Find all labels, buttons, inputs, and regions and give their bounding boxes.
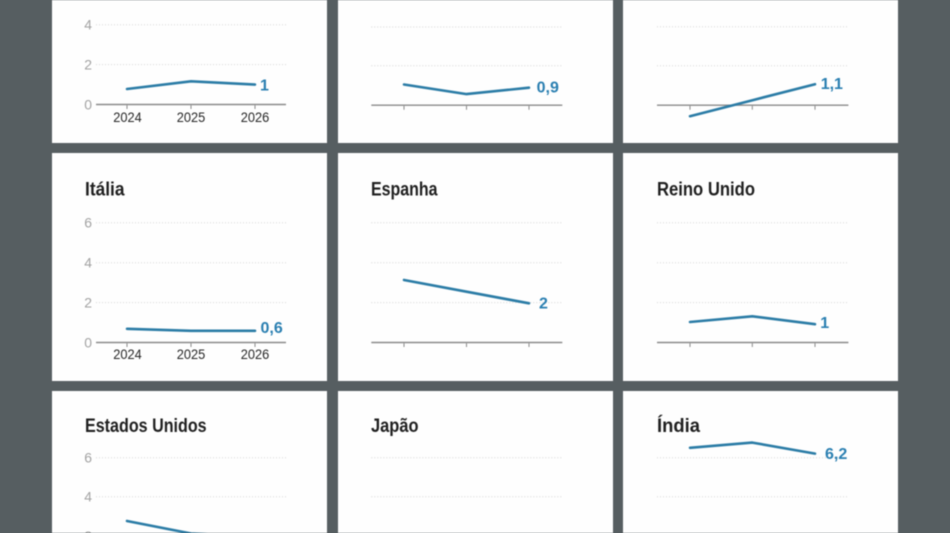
svg-text:1: 1 bbox=[260, 77, 269, 94]
svg-text:Estados Unidos: Estados Unidos bbox=[85, 416, 207, 437]
svg-text:4: 4 bbox=[84, 489, 92, 505]
svg-text:2026: 2026 bbox=[241, 109, 270, 125]
svg-text:2: 2 bbox=[84, 56, 92, 72]
svg-text:Índia: Índia bbox=[657, 415, 700, 437]
svg-text:6: 6 bbox=[84, 215, 92, 231]
svg-text:Itália: Itália bbox=[85, 180, 125, 201]
svg-text:1,1: 1,1 bbox=[821, 76, 843, 93]
svg-text:4: 4 bbox=[84, 255, 92, 271]
svg-text:2025: 2025 bbox=[177, 109, 206, 125]
svg-text:2026: 2026 bbox=[241, 346, 270, 362]
svg-text:6: 6 bbox=[84, 450, 92, 466]
svg-text:0,6: 0,6 bbox=[261, 320, 283, 337]
svg-text:Reino Unido: Reino Unido bbox=[657, 180, 755, 201]
svg-text:4: 4 bbox=[84, 17, 92, 33]
svg-text:2025: 2025 bbox=[177, 346, 206, 362]
svg-text:6,2: 6,2 bbox=[825, 446, 847, 463]
svg-text:Japão: Japão bbox=[371, 416, 419, 437]
svg-text:2024: 2024 bbox=[113, 346, 142, 362]
svg-text:2: 2 bbox=[539, 295, 548, 312]
svg-text:0: 0 bbox=[84, 96, 92, 112]
svg-text:2: 2 bbox=[84, 528, 92, 533]
svg-text:Espanha: Espanha bbox=[371, 180, 438, 201]
svg-text:2024: 2024 bbox=[113, 109, 142, 125]
svg-text:0,9: 0,9 bbox=[537, 79, 559, 96]
svg-text:0: 0 bbox=[84, 334, 92, 350]
svg-text:1: 1 bbox=[820, 315, 829, 332]
svg-text:2: 2 bbox=[84, 294, 92, 310]
